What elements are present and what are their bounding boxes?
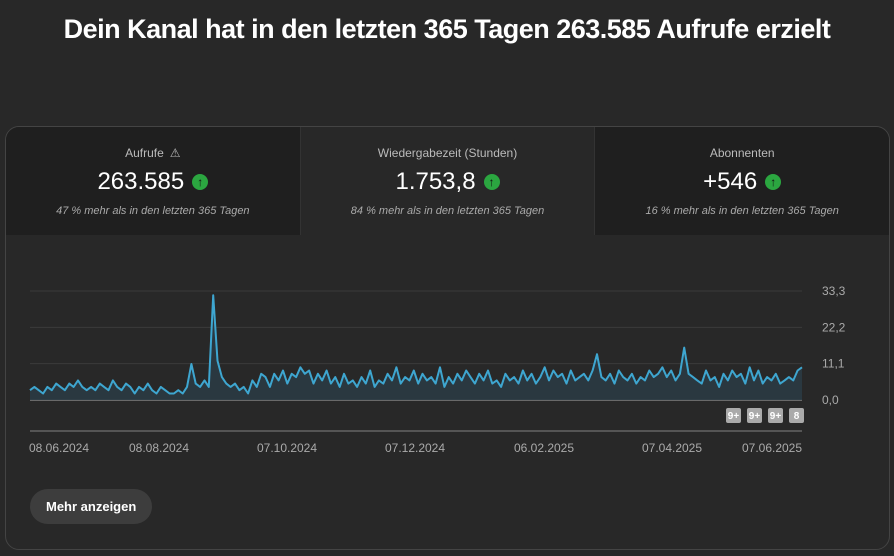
arrow-up-icon: ↑ (765, 174, 782, 190)
y-tick-label: 11,1 (822, 357, 845, 371)
metric-value: 263.585 (97, 168, 185, 195)
x-tick-label: 07.06.2025 (742, 441, 802, 455)
metric-label: Abonnenten (709, 146, 775, 160)
y-tick-label: 33,3 (822, 284, 846, 298)
show-more-button[interactable]: Mehr anzeigen (30, 489, 153, 524)
x-tick-label: 07.10.2024 (257, 441, 317, 455)
metric-label: Aufrufe (125, 146, 164, 160)
analytics-card: Aufrufe ⚠ 263.585 ↑ 47 % mehr als in den l… (5, 126, 890, 550)
metric-comparison: 16 % mehr als in den letzten 365 Tagen (645, 205, 839, 217)
event-marker (747, 408, 762, 423)
metric-comparison: 84 % mehr als in den letzten 365 Tagen (350, 205, 545, 217)
event-marker (768, 408, 783, 423)
page-title: Dein Kanal hat in den letzten 365 Tagen … (63, 14, 831, 44)
metric-value: 1.753,8 (395, 168, 476, 195)
series-area (30, 295, 802, 400)
x-tick-label: 07.12.2024 (385, 441, 445, 455)
arrow-up-icon: ↑ (192, 174, 209, 190)
event-marker-label: 9+ (728, 411, 740, 422)
series-line (29, 294, 803, 395)
x-tick-label: 06.02.2025 (514, 441, 574, 455)
arrow-up-icon: ↑ (483, 174, 500, 190)
event-marker (789, 408, 804, 423)
metric-tab-views[interactable]: Aufrufe ⚠ 263.585 ↑ 47 % mehr als in den l… (6, 127, 301, 235)
event-marker-label: 9+ (770, 411, 782, 422)
x-tick-label: 07.04.2025 (642, 441, 702, 455)
metric-tab-watch-time[interactable]: Wiedergabezeit (Stunden) 1.753,8 ↑ 84 % m… (300, 127, 596, 235)
y-tick-label: 0,0 (822, 393, 839, 407)
metric-comparison: 47 % mehr als in den letzten 365 Tagen (56, 205, 250, 217)
event-marker-label: 9+ (749, 411, 761, 422)
y-tick-label: 22,2 (822, 320, 846, 334)
metric-value: +546 (703, 168, 758, 195)
x-tick-label: 08.08.2024 (129, 441, 189, 455)
warning-icon[interactable]: ⚠ (169, 146, 181, 160)
metric-label: Wiedergabezeit (Stunden) (377, 146, 518, 160)
event-marker-label: 8 (794, 411, 800, 422)
x-tick-label: 08.06.2024 (29, 441, 89, 455)
metric-tab-subscribers[interactable]: Abonnenten +546 ↑ 16 % mehr als in den le… (595, 127, 889, 235)
event-marker (726, 408, 741, 423)
